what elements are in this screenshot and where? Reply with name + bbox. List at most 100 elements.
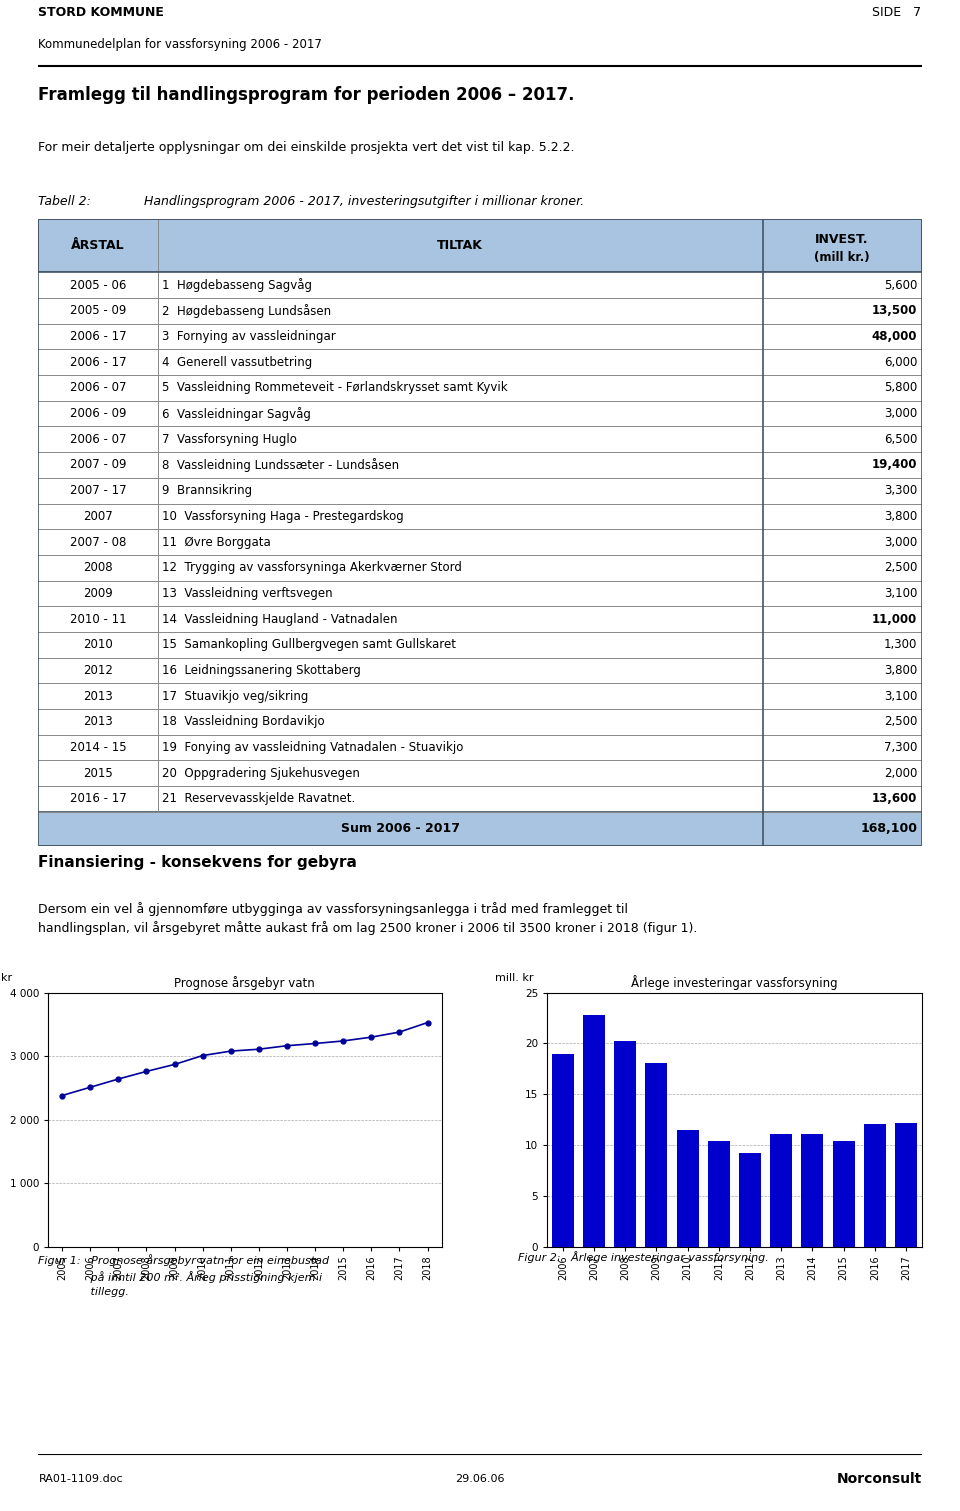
- Text: 2007 - 17: 2007 - 17: [70, 484, 127, 497]
- Text: Dersom ein vel å gjennomføre utbygginga av vassforsyningsanlegga i tråd med fram: Dersom ein vel å gjennomføre utbygginga …: [38, 902, 698, 935]
- FancyBboxPatch shape: [38, 349, 922, 375]
- Bar: [832, 1141, 854, 1247]
- Text: Norconsult: Norconsult: [836, 1472, 922, 1485]
- Text: (mill kr.): (mill kr.): [814, 251, 870, 264]
- Text: 7,300: 7,300: [884, 740, 917, 754]
- Text: 13,600: 13,600: [872, 792, 917, 805]
- Text: 2007: 2007: [84, 509, 113, 523]
- Text: 3,000: 3,000: [884, 535, 917, 548]
- Text: 11  Øvre Borggata: 11 Øvre Borggata: [162, 535, 271, 548]
- Bar: [802, 1133, 824, 1247]
- Bar: [739, 1153, 761, 1247]
- Text: 20  Oppgradering Sjukehusvegen: 20 Oppgradering Sjukehusvegen: [162, 766, 360, 780]
- Text: 19  Fonying av vassleidning Vatnadalen - Stuavikjo: 19 Fonying av vassleidning Vatnadalen - …: [162, 740, 464, 754]
- Bar: [770, 1133, 792, 1247]
- Text: Framlegg til handlingsprogram for perioden 2006 – 2017.: Framlegg til handlingsprogram for period…: [38, 86, 575, 104]
- Text: INVEST.: INVEST.: [815, 233, 869, 246]
- Text: 15  Samankopling Gullbergvegen samt Gullskaret: 15 Samankopling Gullbergvegen samt Gulls…: [162, 638, 456, 651]
- Text: 5,800: 5,800: [884, 381, 917, 394]
- Text: 2012: 2012: [84, 663, 113, 677]
- Text: 1,300: 1,300: [884, 638, 917, 651]
- FancyBboxPatch shape: [38, 323, 922, 349]
- Text: 8  Vassleidning Lundssæter - Lundsåsen: 8 Vassleidning Lundssæter - Lundsåsen: [162, 458, 399, 471]
- Text: 3,100: 3,100: [884, 689, 917, 703]
- Text: 2010: 2010: [84, 638, 113, 651]
- Text: 2,500: 2,500: [884, 561, 917, 574]
- Text: 14  Vassleidning Haugland - Vatnadalen: 14 Vassleidning Haugland - Vatnadalen: [162, 612, 397, 626]
- Text: 29.06.06: 29.06.06: [455, 1473, 505, 1484]
- FancyBboxPatch shape: [38, 400, 922, 426]
- Text: 2,000: 2,000: [884, 766, 917, 780]
- Text: 6,000: 6,000: [884, 355, 917, 369]
- Text: Sum 2006 - 2017: Sum 2006 - 2017: [341, 822, 460, 836]
- FancyBboxPatch shape: [38, 555, 922, 580]
- Text: 2,500: 2,500: [884, 715, 917, 728]
- Text: 2009: 2009: [84, 586, 113, 600]
- FancyBboxPatch shape: [38, 683, 922, 709]
- Text: 1  Høgdebasseng Sagvåg: 1 Høgdebasseng Sagvåg: [162, 278, 312, 292]
- Text: 16  Leidningssanering Skottaberg: 16 Leidningssanering Skottaberg: [162, 663, 361, 677]
- Text: 3,300: 3,300: [884, 484, 917, 497]
- Text: Finansiering - konsekvens for gebyra: Finansiering - konsekvens for gebyra: [38, 855, 357, 870]
- Text: 12  Trygging av vassforsyninga Akerkværner Stord: 12 Trygging av vassforsyninga Akerkværne…: [162, 561, 462, 574]
- Text: 3  Fornying av vassleidningar: 3 Fornying av vassleidningar: [162, 329, 336, 343]
- Text: 18  Vassleidning Bordavikjo: 18 Vassleidning Bordavikjo: [162, 715, 324, 728]
- Text: 2006 - 07: 2006 - 07: [70, 381, 127, 394]
- Text: 10  Vassforsyning Haga - Prestegardskog: 10 Vassforsyning Haga - Prestegardskog: [162, 509, 404, 523]
- Bar: [614, 1041, 636, 1247]
- Text: For meir detaljerte opplysningar om dei einskilde prosjekta vert det vist til ka: For meir detaljerte opplysningar om dei …: [38, 141, 575, 154]
- FancyBboxPatch shape: [38, 760, 922, 786]
- Text: 17  Stuavikjo veg/sikring: 17 Stuavikjo veg/sikring: [162, 689, 308, 703]
- Text: 7  Vassforsyning Huglo: 7 Vassforsyning Huglo: [162, 432, 297, 446]
- Title: Prognose årsgebyr vatn: Prognose årsgebyr vatn: [175, 976, 315, 990]
- Text: 3,100: 3,100: [884, 586, 917, 600]
- Text: 21  Reservevasskjelde Ravatnet.: 21 Reservevasskjelde Ravatnet.: [162, 792, 355, 805]
- Text: mill. kr: mill. kr: [494, 973, 534, 982]
- Text: 2008: 2008: [84, 561, 113, 574]
- Text: 3,000: 3,000: [884, 406, 917, 420]
- Text: 2016 - 17: 2016 - 17: [70, 792, 127, 805]
- FancyBboxPatch shape: [38, 734, 922, 760]
- Text: 6,500: 6,500: [884, 432, 917, 446]
- Text: 2006 - 17: 2006 - 17: [70, 355, 127, 369]
- Text: 3,800: 3,800: [884, 509, 917, 523]
- Text: Handlingsprogram 2006 - 2017, investeringsutgifter i millionar kroner.: Handlingsprogram 2006 - 2017, investerin…: [144, 195, 585, 209]
- Bar: [708, 1141, 730, 1247]
- Bar: [552, 1053, 574, 1247]
- Text: 2007 - 08: 2007 - 08: [70, 535, 126, 548]
- Text: Figur 1:   Prognose årsgebyr vatn for ein einebustad
               på inntil 20: Figur 1: Prognose årsgebyr vatn for ein …: [38, 1254, 329, 1296]
- Text: 168,100: 168,100: [860, 822, 917, 836]
- Text: TILTAK: TILTAK: [437, 239, 483, 252]
- Text: 6  Vassleidningar Sagvåg: 6 Vassleidningar Sagvåg: [162, 406, 311, 420]
- Text: RA01-1109.doc: RA01-1109.doc: [38, 1473, 123, 1484]
- Text: 48,000: 48,000: [872, 329, 917, 343]
- FancyBboxPatch shape: [38, 219, 922, 272]
- Text: SIDE   7: SIDE 7: [873, 6, 922, 20]
- FancyBboxPatch shape: [38, 375, 922, 400]
- Text: 2006 - 07: 2006 - 07: [70, 432, 127, 446]
- Text: 13  Vassleidning verftsvegen: 13 Vassleidning verftsvegen: [162, 586, 333, 600]
- FancyBboxPatch shape: [38, 811, 922, 846]
- Text: 2006 - 17: 2006 - 17: [70, 329, 127, 343]
- FancyBboxPatch shape: [38, 272, 922, 298]
- Text: 11,000: 11,000: [872, 612, 917, 626]
- Text: Kommunedelplan for vassforsyning 2006 - 2017: Kommunedelplan for vassforsyning 2006 - …: [38, 38, 323, 51]
- Bar: [645, 1062, 667, 1247]
- Bar: [677, 1130, 699, 1247]
- Bar: [864, 1124, 886, 1247]
- Text: 3,800: 3,800: [884, 663, 917, 677]
- Text: 2013: 2013: [84, 715, 113, 728]
- Text: 19,400: 19,400: [872, 458, 917, 471]
- Text: STORD KOMMUNE: STORD KOMMUNE: [38, 6, 164, 20]
- Text: 2010 - 11: 2010 - 11: [70, 612, 127, 626]
- FancyBboxPatch shape: [38, 298, 922, 323]
- FancyBboxPatch shape: [38, 632, 922, 657]
- Bar: [583, 1015, 605, 1247]
- Text: 2013: 2013: [84, 689, 113, 703]
- Text: 2014 - 15: 2014 - 15: [70, 740, 127, 754]
- Text: 2  Høgdebasseng Lundsåsen: 2 Høgdebasseng Lundsåsen: [162, 304, 331, 317]
- FancyBboxPatch shape: [38, 503, 922, 529]
- Text: Tabell 2:: Tabell 2:: [38, 195, 91, 209]
- FancyBboxPatch shape: [38, 786, 922, 811]
- Text: 13,500: 13,500: [872, 304, 917, 317]
